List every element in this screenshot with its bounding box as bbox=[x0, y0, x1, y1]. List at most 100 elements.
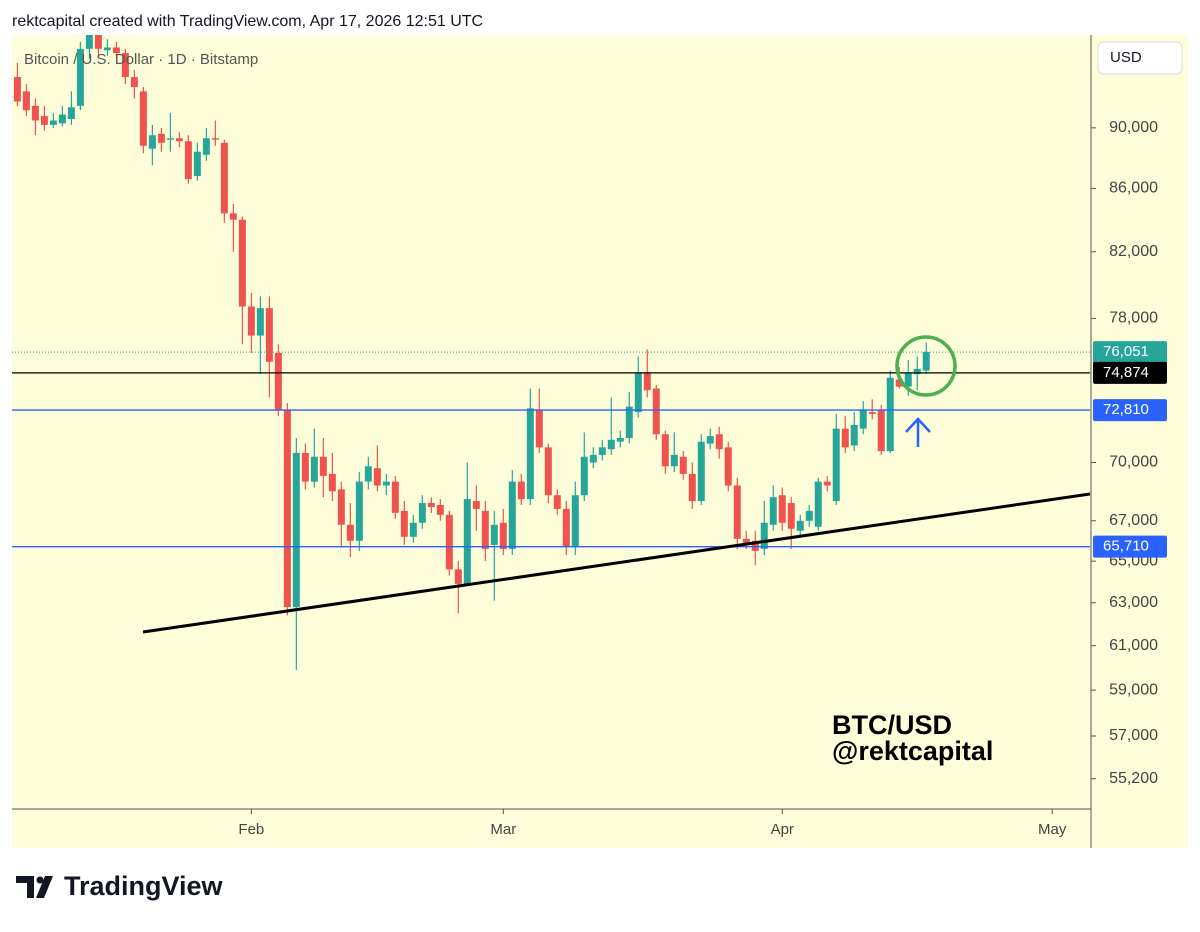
candle-body bbox=[373, 468, 381, 486]
candle-body bbox=[400, 510, 408, 537]
x-tick-label: Apr bbox=[771, 821, 794, 838]
candle-body bbox=[571, 495, 579, 547]
price-label: 74,874 bbox=[1103, 364, 1149, 381]
candle-body bbox=[211, 138, 219, 140]
candle-body bbox=[490, 524, 498, 545]
candle-body bbox=[22, 91, 30, 111]
drawings bbox=[142, 492, 1090, 634]
logo-text: TradingView bbox=[64, 871, 224, 901]
candle-body bbox=[733, 485, 741, 539]
currency-button[interactable] bbox=[1097, 41, 1183, 75]
candle-body bbox=[301, 452, 309, 482]
candle-body bbox=[220, 142, 228, 214]
price-label-box bbox=[1093, 535, 1167, 558]
candle-body bbox=[472, 501, 480, 509]
candle-body bbox=[193, 151, 201, 177]
y-tick-label: 55,200 bbox=[1109, 770, 1158, 787]
candle-body bbox=[337, 489, 345, 525]
candle-body bbox=[157, 133, 165, 143]
y-tick-label: 63,000 bbox=[1109, 594, 1158, 611]
watermark: BTC/USD bbox=[832, 710, 952, 740]
candle-body bbox=[247, 306, 255, 336]
y-tick-label: 67,000 bbox=[1109, 512, 1158, 529]
candle-body bbox=[265, 308, 273, 362]
candle-body bbox=[778, 495, 786, 523]
candle-body bbox=[652, 388, 660, 435]
footer-logo: TradingView bbox=[16, 871, 224, 901]
candle-body bbox=[103, 47, 111, 51]
candle-body bbox=[175, 138, 183, 142]
candle-body bbox=[364, 466, 372, 482]
candle-body bbox=[346, 524, 354, 541]
x-tick-label: May bbox=[1038, 821, 1067, 838]
candle-body bbox=[409, 522, 417, 537]
candle-body bbox=[814, 481, 822, 527]
y-tick-label: 86,000 bbox=[1109, 180, 1158, 197]
candle-body bbox=[391, 481, 399, 513]
candle-body bbox=[859, 410, 867, 429]
candle-body bbox=[535, 410, 543, 448]
candle-body bbox=[715, 434, 723, 450]
candle-body bbox=[742, 538, 750, 543]
candle-body bbox=[283, 410, 291, 607]
candle-body bbox=[670, 454, 678, 467]
logo-icon bbox=[16, 876, 53, 898]
candle-body bbox=[292, 452, 300, 607]
candle-body bbox=[256, 308, 264, 336]
currency-label[interactable]: USD bbox=[1110, 49, 1142, 66]
candle-body bbox=[886, 377, 894, 452]
candle-body bbox=[580, 456, 588, 496]
candle-body bbox=[625, 406, 633, 438]
header-text: rektcapital created with TradingView.com… bbox=[12, 13, 483, 30]
candle-body bbox=[166, 138, 174, 140]
candle-body bbox=[643, 372, 651, 391]
candle-body bbox=[508, 481, 516, 549]
trendline bbox=[142, 492, 1090, 634]
price-label: 65,710 bbox=[1103, 538, 1149, 555]
candle-body bbox=[319, 456, 327, 476]
candle-body bbox=[427, 503, 435, 507]
candle-body bbox=[706, 436, 714, 444]
candle-body bbox=[94, 35, 102, 49]
candle-body bbox=[679, 456, 687, 474]
candle-body bbox=[184, 141, 192, 180]
chart-background bbox=[12, 35, 1188, 848]
candle-body bbox=[589, 454, 597, 463]
candle-body bbox=[823, 481, 831, 486]
candle-body bbox=[40, 116, 48, 125]
candle-body bbox=[31, 105, 39, 121]
candle-body bbox=[607, 439, 615, 450]
candle-body bbox=[13, 77, 21, 102]
candle-body bbox=[274, 352, 282, 411]
candle-body bbox=[130, 77, 138, 88]
price-label-box bbox=[1093, 399, 1167, 422]
candle-body bbox=[868, 412, 876, 414]
x-tick-label: Feb bbox=[238, 821, 264, 838]
candle-body bbox=[895, 379, 903, 387]
candle-body bbox=[355, 481, 363, 541]
candle-body bbox=[67, 107, 75, 120]
candle-body bbox=[634, 372, 642, 413]
plot-area bbox=[12, 35, 1090, 670]
candle-body bbox=[913, 368, 921, 375]
candle-body bbox=[229, 213, 237, 220]
price-label: 76,051 bbox=[1103, 343, 1149, 360]
candle-body bbox=[454, 569, 462, 584]
candle-body bbox=[598, 447, 606, 455]
candle-body bbox=[697, 441, 705, 502]
candle-body bbox=[112, 47, 120, 54]
arrow bbox=[905, 417, 931, 447]
candle-body bbox=[463, 499, 471, 584]
candle-body bbox=[562, 508, 570, 547]
candle-body bbox=[661, 434, 669, 467]
candle-body bbox=[769, 497, 777, 525]
candle-body bbox=[148, 135, 156, 149]
candle-body bbox=[850, 424, 858, 446]
candle-body bbox=[688, 473, 696, 502]
candle-body bbox=[517, 481, 525, 500]
y-tick-label: 57,000 bbox=[1109, 727, 1158, 744]
candle-body bbox=[526, 408, 534, 500]
candle-body bbox=[58, 114, 66, 124]
candle-body bbox=[787, 503, 795, 529]
candle-body bbox=[751, 540, 759, 551]
